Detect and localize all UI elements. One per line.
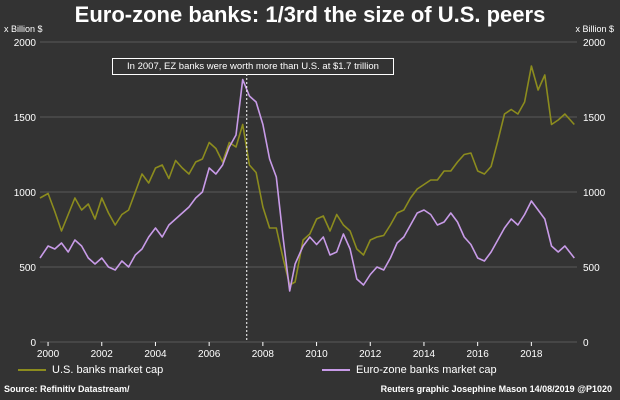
gridlines bbox=[40, 41, 577, 343]
x-tick-label: 2008 bbox=[252, 349, 275, 360]
legend-ez-swatch bbox=[322, 369, 350, 372]
legend-us-swatch bbox=[18, 369, 46, 372]
series-lines bbox=[39, 65, 575, 292]
y-right-tick-label: 1500 bbox=[583, 113, 606, 124]
x-tick-label: 2002 bbox=[91, 349, 114, 360]
right-axis-unit: x Billion $ bbox=[575, 24, 614, 34]
x-tick-label: 2010 bbox=[305, 349, 328, 360]
x-tick-label: 2004 bbox=[144, 349, 167, 360]
y-left-tick-label: 2000 bbox=[14, 38, 37, 49]
y-right-tick-label: 1000 bbox=[583, 188, 606, 199]
x-tick-label: 2000 bbox=[37, 349, 60, 360]
footer-source: Source: Refinitiv Datastream/ bbox=[4, 384, 130, 394]
y-left-tick-label: 500 bbox=[19, 263, 36, 274]
footer-credit: Reuters graphic Josephine Mason 14/08/20… bbox=[380, 384, 612, 394]
ez-banks-line bbox=[39, 78, 575, 292]
y-left-tick-label: 1000 bbox=[14, 188, 37, 199]
y-left-tick-label: 0 bbox=[30, 338, 36, 349]
x-tick-label: 2014 bbox=[413, 349, 436, 360]
chart-title: Euro-zone banks: 1/3rd the size of U.S. … bbox=[74, 2, 546, 27]
legend-us: U.S. banks market cap bbox=[18, 364, 163, 376]
annotation-box: In 2007, EZ banks were worth more than U… bbox=[112, 58, 394, 75]
legend-ez: Euro-zone banks market cap bbox=[322, 364, 497, 376]
y-right-tick-label: 2000 bbox=[583, 38, 606, 49]
y-right-tick-label: 500 bbox=[583, 263, 600, 274]
us-banks-line bbox=[39, 65, 575, 286]
legend-ez-label: Euro-zone banks market cap bbox=[356, 364, 497, 376]
left-axis-unit: x Billion $ bbox=[4, 24, 43, 34]
y-right-tick-label: 0 bbox=[583, 338, 589, 349]
x-tick-label: 2018 bbox=[520, 349, 543, 360]
legend-us-label: U.S. banks market cap bbox=[52, 364, 164, 376]
x-tick-label: 2006 bbox=[198, 349, 221, 360]
x-tick-label: 2012 bbox=[359, 349, 382, 360]
x-tick-label: 2016 bbox=[467, 349, 490, 360]
y-left-tick-label: 1500 bbox=[14, 113, 37, 124]
